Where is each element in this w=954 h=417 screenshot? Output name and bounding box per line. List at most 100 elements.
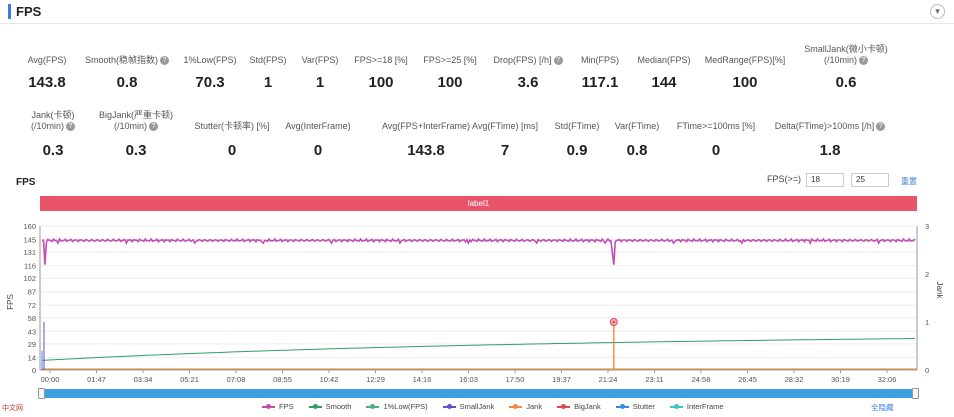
metric-label: SmallJank(微小卡顿) bbox=[804, 44, 888, 54]
x-tick-label: 32:06 bbox=[878, 375, 897, 384]
y-tick-label: 0 bbox=[32, 366, 36, 375]
metric-label: Var(FTime) bbox=[614, 121, 660, 131]
section-title: FPS bbox=[16, 4, 42, 19]
slider-handle-left[interactable] bbox=[38, 388, 45, 399]
x-tick-label: 16:03 bbox=[459, 375, 478, 384]
label-bar[interactable]: label1 bbox=[40, 196, 917, 211]
y2-tick-label: 0 bbox=[925, 366, 929, 375]
fps-chart[interactable]: 0 14 29 43 58 72 87 102 116 131 145 160 0 1 2 3 00:00 0… bbox=[0, 212, 954, 387]
fps-threshold-input-2[interactable]: 25 bbox=[851, 173, 889, 187]
legend-item-jank[interactable]: Jank bbox=[509, 402, 542, 411]
metric-value: 117.1 bbox=[581, 74, 619, 91]
fps-threshold-label: FPS(>=) bbox=[767, 174, 802, 184]
metric-value: 70.3 bbox=[195, 74, 225, 91]
legend-item-smalljank[interactable]: SmallJank bbox=[442, 402, 495, 411]
metric-label: Stutter(卡顿率) [%] bbox=[194, 121, 270, 131]
metric-metrics_row2-1: BigJank(严重卡顿) (/10min)? 0.3 bbox=[76, 110, 196, 159]
y-tick-label: 72 bbox=[28, 301, 36, 310]
metric-label: FPS>=18 [%] bbox=[354, 55, 408, 65]
metric-value: 0.6 bbox=[835, 74, 857, 91]
x-tick-label: 08:55 bbox=[273, 375, 292, 384]
hide-all-button[interactable]: 全隐藏 bbox=[871, 403, 894, 412]
y-tick-label: 58 bbox=[28, 314, 36, 323]
metric-label: BigJank(严重卡顿) bbox=[98, 110, 173, 120]
metric-label-sub: (/10min)? bbox=[786, 55, 906, 66]
bigjank-marker-dot bbox=[612, 320, 616, 324]
reset-button[interactable]: 重置 bbox=[901, 177, 917, 186]
watermark-corner: 中文网 bbox=[2, 405, 23, 412]
legend-label: Smooth bbox=[325, 402, 352, 411]
metric-label: Drop(FPS) [/h]? bbox=[468, 55, 588, 66]
legend-item-1-low-fps-[interactable]: 1%Low(FPS) bbox=[366, 402, 428, 411]
legend-label: SmallJank bbox=[459, 402, 495, 411]
legend-swatch bbox=[308, 403, 322, 409]
legend-item-stutter[interactable]: Stutter bbox=[615, 402, 655, 411]
y-tick-label: 116 bbox=[24, 262, 36, 271]
metric-label-sub: (/10min)? bbox=[76, 121, 196, 132]
y-tick-label: 29 bbox=[28, 340, 36, 349]
legend-swatch bbox=[669, 403, 683, 409]
y-tick-label: 160 bbox=[23, 222, 36, 231]
metric-label: Std(FTime) bbox=[554, 121, 600, 131]
legend-swatch bbox=[262, 403, 275, 409]
x-tick-label: 03:34 bbox=[134, 375, 153, 384]
metric-label: Var(FPS) bbox=[301, 55, 339, 65]
metric-metrics_row2-4: Avg(FPS+InterFrame) 143.8 bbox=[366, 121, 486, 159]
metric-value: 0.9 bbox=[566, 142, 588, 159]
metric-value: 144 bbox=[651, 74, 677, 91]
help-icon[interactable]: ? bbox=[876, 122, 886, 132]
metric-value: 0.3 bbox=[125, 142, 147, 159]
metric-label-sub: (/10min)? bbox=[0, 121, 113, 132]
metric-metrics_row1-3: Std(FPS) 1 bbox=[208, 55, 328, 91]
metric-label: FPS>=25 [%] bbox=[423, 55, 477, 65]
chevron-down-icon[interactable]: ▾ bbox=[930, 4, 945, 19]
time-range-slider[interactable] bbox=[38, 388, 919, 399]
help-icon[interactable]: ? bbox=[859, 56, 868, 66]
legend-item-bigjank[interactable]: BigJank bbox=[557, 402, 601, 411]
metric-label: FTime>=100ms [%] bbox=[676, 121, 756, 131]
x-tick-label: 07:08 bbox=[227, 375, 246, 384]
y-tick-label: 131 bbox=[23, 248, 36, 257]
metric-metrics_row2-7: Var(FTime) 0.8 bbox=[577, 121, 697, 159]
metric-value: 100 bbox=[732, 74, 758, 91]
slider-handle-right[interactable] bbox=[912, 388, 919, 399]
metric-metrics_row1-8: Min(FPS) 117.1 bbox=[540, 55, 660, 91]
metric-metrics_row1-1: Smooth(稳帧指数)? 0.8 bbox=[67, 55, 187, 91]
legend-label: FPS bbox=[279, 402, 294, 411]
x-tick-label: 28:32 bbox=[785, 375, 804, 384]
legend-item-fps[interactable]: FPS bbox=[262, 402, 294, 411]
fps-threshold-input-1[interactable]: 18 bbox=[806, 173, 844, 187]
metric-value: 0 bbox=[227, 142, 237, 159]
metric-label: Avg(FTime) [ms] bbox=[471, 121, 538, 131]
metric-value: 100 bbox=[368, 74, 394, 91]
metric-metrics_row2-3: Avg(InterFrame) 0 bbox=[258, 121, 378, 159]
series-smooth-line bbox=[41, 338, 916, 361]
metric-label: Min(FPS) bbox=[581, 55, 619, 65]
metric-metrics_row1-2: 1%Low(FPS) 70.3 bbox=[150, 55, 270, 91]
legend-label: Stutter bbox=[632, 402, 655, 411]
help-icon[interactable]: ? bbox=[160, 56, 169, 66]
metric-metrics_row1-6: FPS>=25 [%] 100 bbox=[390, 55, 510, 91]
x-tick-label: 01:47 bbox=[87, 375, 106, 384]
x-tick-label: 10:42 bbox=[320, 375, 339, 384]
legend-swatch bbox=[509, 403, 523, 409]
metric-value: 7 bbox=[500, 142, 510, 159]
legend-label: BigJank bbox=[574, 402, 601, 411]
legend-item-smooth[interactable]: Smooth bbox=[308, 402, 352, 411]
help-icon[interactable]: ? bbox=[149, 122, 158, 132]
metric-value: 0.8 bbox=[626, 142, 648, 159]
y-tick-label: 145 bbox=[23, 236, 36, 245]
y2-tick-label: 3 bbox=[925, 222, 929, 231]
metric-value: 0.8 bbox=[116, 74, 138, 91]
y2-tick-label: 1 bbox=[925, 318, 929, 327]
chart-legend: FPS Smooth 1%Low(FPS) SmallJank Jank BigJank S… bbox=[262, 402, 739, 411]
y-tick-label: 87 bbox=[28, 288, 36, 297]
help-icon[interactable]: ? bbox=[66, 122, 75, 132]
metric-metrics_row2-5: Avg(FTime) [ms] 7 bbox=[445, 121, 565, 159]
help-icon[interactable]: ? bbox=[553, 56, 563, 66]
legend-swatch bbox=[557, 403, 571, 409]
metric-value: 0 bbox=[313, 142, 323, 159]
legend-item-interframe[interactable]: InterFrame bbox=[669, 402, 724, 411]
metric-value: 1.8 bbox=[819, 142, 841, 159]
metric-metrics_row1-5: FPS>=18 [%] 100 bbox=[321, 55, 441, 91]
